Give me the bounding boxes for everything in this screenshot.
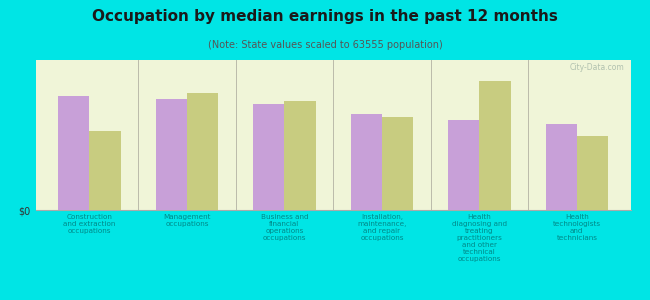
Bar xyxy=(382,117,413,210)
Bar xyxy=(577,136,608,210)
Bar xyxy=(90,131,121,210)
Bar xyxy=(285,101,316,210)
Bar xyxy=(480,81,511,210)
Bar xyxy=(187,93,218,210)
Bar xyxy=(545,124,577,210)
Bar xyxy=(156,99,187,210)
Text: Occupation by median earnings in the past 12 months: Occupation by median earnings in the pas… xyxy=(92,9,558,24)
Text: City-Data.com: City-Data.com xyxy=(570,63,625,72)
Bar xyxy=(58,96,90,210)
Text: (Note: State values scaled to 63555 population): (Note: State values scaled to 63555 popu… xyxy=(207,40,443,50)
Bar xyxy=(254,104,285,210)
Bar xyxy=(448,120,480,210)
Bar xyxy=(351,114,382,210)
